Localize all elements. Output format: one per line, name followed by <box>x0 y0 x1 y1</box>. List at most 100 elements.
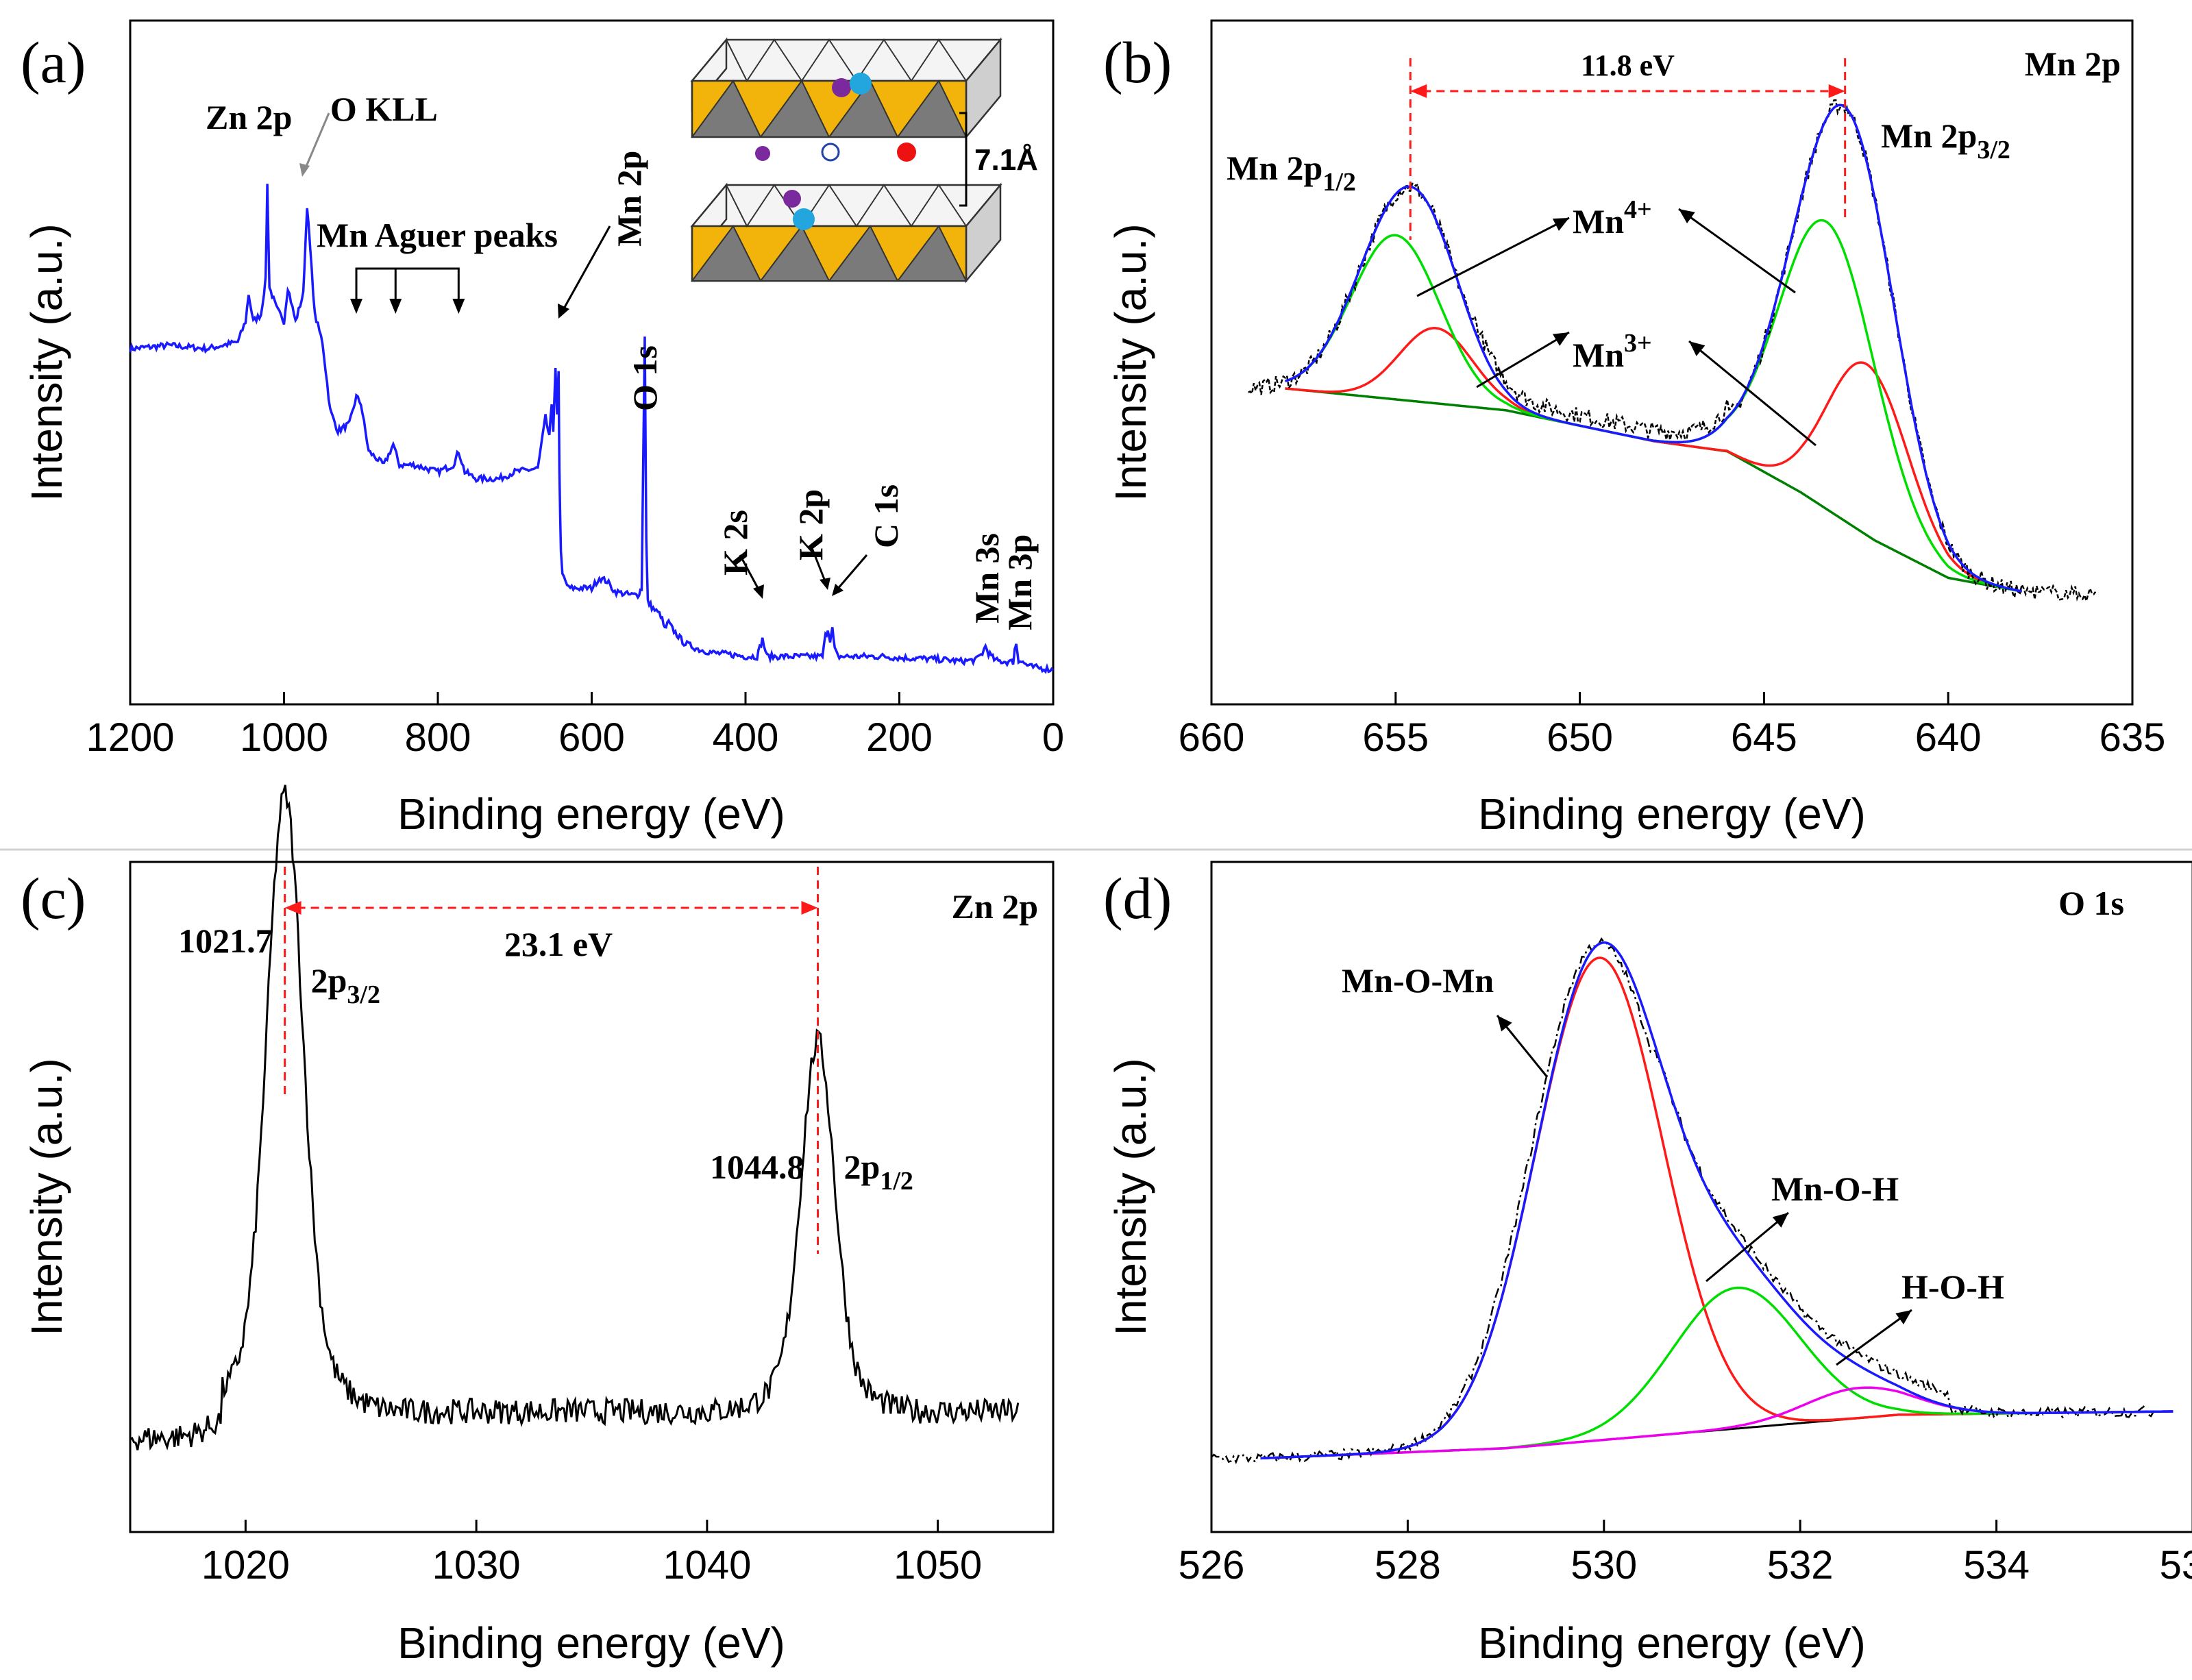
panel-d-annotations: Mn-O-Mn Mn-O-H H-O-H <box>1342 961 2004 1366</box>
auger-bracket <box>355 267 460 305</box>
annotation-c1s-pointer <box>836 554 868 590</box>
annotation-mn3s: Mn 3s <box>968 533 1006 623</box>
label-mn2p32: Mn 2p3/2 <box>1881 116 2010 164</box>
panel-d-xlabel: Binding energy (eV) <box>1478 1618 1866 1668</box>
panel-b-x-ticks: 660 655 650 645 640 635 <box>1179 692 2166 760</box>
panel-a-survey-line <box>129 184 1055 674</box>
panel-b-annotations: 11.8 eV Mn 2p1/2 Mn 2p3/2 Mn4+ Mn3+ <box>1227 49 2010 447</box>
x-tick-label: 600 <box>558 715 625 760</box>
background-line <box>1285 387 2023 593</box>
x-tick-label: 655 <box>1362 715 1429 760</box>
label-2p12: 2p1/2 <box>844 1148 913 1196</box>
annotation-k2s-pointer <box>739 554 761 591</box>
splitting-label: 11.8 eV <box>1581 49 1675 82</box>
panel-c-letter: (c) <box>21 865 86 931</box>
inset-zn-ion <box>832 78 851 97</box>
panel-c-plot-frame <box>129 861 1055 1533</box>
arrow-mn4-left-shaft <box>1416 217 1570 297</box>
inset-water <box>897 143 916 162</box>
peak-value-1044: 1044.8 <box>710 1148 804 1186</box>
annotation-mn2p-pointer-head <box>558 304 569 319</box>
x-tick-label: 200 <box>866 715 933 760</box>
arrow-mn4-right-head <box>1679 209 1695 223</box>
annotation-mn2p: Mn 2p <box>610 151 648 247</box>
layered-structure-inset: 7.1Å <box>690 37 1038 284</box>
annotation-o-kll-pointer <box>304 112 330 169</box>
inset-vacancy <box>821 143 840 162</box>
inset-zn-ion <box>793 208 815 230</box>
auger-arrow-head <box>389 299 402 314</box>
envelope-line <box>1260 941 2173 1460</box>
raw-data-line <box>1211 937 2154 1465</box>
panel-b-mn2p: (b) 660 655 650 645 640 635 Binding energy (e… <box>1103 19 2166 839</box>
annotation-c1s-pointer-head <box>832 584 843 596</box>
component-line-h-o-h <box>1260 1386 2173 1460</box>
panel-c-ylabel: Intensity (a.u.) <box>22 1058 71 1336</box>
splitting-arrow-right <box>1828 84 1845 98</box>
x-tick-label: 1200 <box>86 715 174 760</box>
annotation-k2s-pointer-head <box>753 584 764 599</box>
x-tick-label: 1030 <box>432 1543 521 1588</box>
annotation-zn2p: Zn 2p <box>206 98 292 136</box>
splitting-arrow-left <box>284 901 301 915</box>
splitting-label: 23.1 eV <box>504 925 613 963</box>
background-line <box>1260 1410 2173 1459</box>
panel-a-survey: (a) 1200 1000 800 600 400 200 0 Binding energy… <box>21 19 1064 839</box>
zn2p-spectrum-line <box>130 785 1020 1451</box>
arrow-mn4-right-shaft <box>1678 208 1796 294</box>
splitting-arrow-left <box>1410 84 1427 98</box>
panel-a-annotations: Zn 2p O KLL Mn Aguer peaks Mn 2p O 1s K 2s K 2… <box>206 90 1039 630</box>
label-mn-o-mn: Mn-O-Mn <box>1342 961 1494 1000</box>
x-tick-label: 800 <box>405 715 471 760</box>
panel-c-xlabel: Binding energy (eV) <box>397 1618 785 1668</box>
x-tick-label: 1040 <box>663 1543 751 1588</box>
panel-b-curves <box>1248 99 2097 604</box>
inset-k-ion <box>755 146 770 161</box>
panel-c-zn2p: (c) 1020 1030 1040 1050 Binding energy (eV)… <box>21 785 1055 1668</box>
panel-d-plot-frame <box>1210 861 2192 1533</box>
panel-b-ylabel: Intensity (a.u.) <box>1106 223 1155 502</box>
arrow-h-o-h-shaft <box>1836 1309 1912 1366</box>
arrow-mn-o-h-shaft <box>1705 1211 1789 1283</box>
panel-c-x-ticks: 1020 1030 1040 1050 <box>201 1520 982 1588</box>
panel-d-x-ticks: 526 528 530 532 534 536 <box>1179 1520 2192 1588</box>
inset-bottom-layer <box>690 182 1002 284</box>
arrow-mn3-left-shaft <box>1476 331 1570 388</box>
panel-b-xlabel: Binding energy (eV) <box>1478 789 1866 839</box>
label-mn-o-h: Mn-O-H <box>1771 1170 1899 1208</box>
x-tick-label: 536 <box>2160 1543 2192 1588</box>
x-tick-label: 645 <box>1731 715 1797 760</box>
x-tick-label: 635 <box>2099 715 2166 760</box>
x-tick-label: 532 <box>1767 1543 1834 1588</box>
inset-zn-ion <box>850 73 872 95</box>
label-mn2p12: Mn 2p1/2 <box>1227 149 1356 197</box>
label-h-o-h: H-O-H <box>1901 1268 2004 1306</box>
arrow-h-o-h-head <box>1895 1310 1912 1325</box>
label-2p32: 2p3/2 <box>311 961 380 1009</box>
annotation-k2p-pointer-head <box>820 578 830 590</box>
label-mn4: Mn4+ <box>1573 195 1652 240</box>
label-mn3: Mn3+ <box>1573 329 1652 374</box>
arrow-mn-o-h-head <box>1772 1213 1788 1228</box>
panel-c-title: Zn 2p <box>952 887 1038 926</box>
raw-data-line <box>1248 99 2097 604</box>
x-tick-label: 640 <box>1915 715 1982 760</box>
panel-c-curves <box>130 785 1020 1451</box>
x-tick-label: 526 <box>1179 1543 1245 1588</box>
arrow-mn3-right-shaft <box>1688 340 1817 447</box>
splitting-arrow-right <box>801 901 818 915</box>
arrow-mn-o-mn-head <box>1497 1015 1512 1032</box>
annotation-o1s: O 1s <box>626 345 664 411</box>
annotation-k2p: K 2p <box>791 489 830 560</box>
annotation-mn-auger: Mn Aguer peaks <box>317 216 558 254</box>
x-tick-label: 534 <box>1963 1543 2030 1588</box>
inset-spacing-bracket <box>959 112 968 207</box>
panel-a-ylabel: Intensity (a.u.) <box>22 223 71 502</box>
x-tick-label: 530 <box>1571 1543 1637 1588</box>
x-tick-label: 528 <box>1375 1543 1441 1588</box>
panel-a-xlabel: Binding energy (eV) <box>397 789 785 839</box>
annotation-o-kll: O KLL <box>330 90 438 128</box>
panel-d-ylabel: Intensity (a.u.) <box>1106 1058 1155 1336</box>
annotation-k2s: K 2s <box>716 510 754 576</box>
panel-d-curves <box>1211 937 2173 1465</box>
